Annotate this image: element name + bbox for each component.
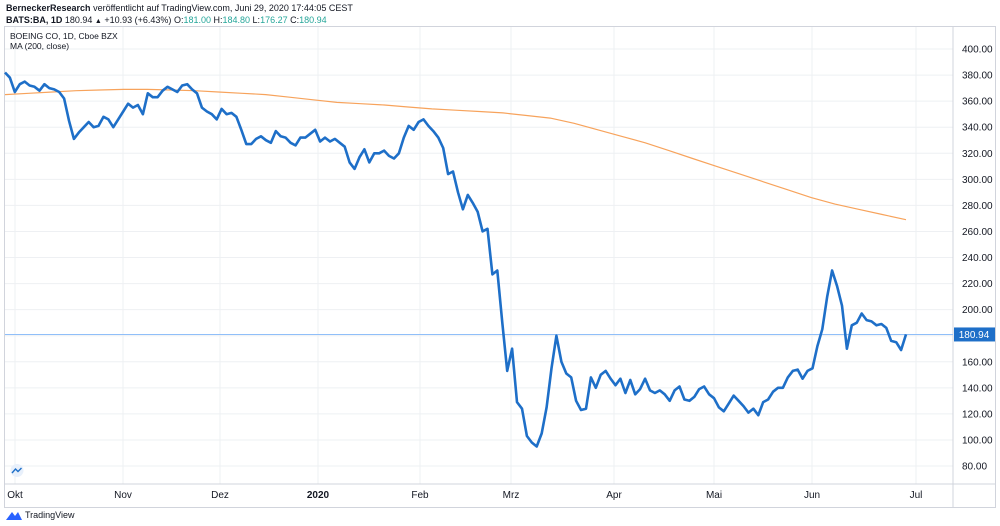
y-tick-label: 200.00 xyxy=(962,305,993,316)
y-tick-label: 360.00 xyxy=(962,97,993,108)
y-tick-label: 80.00 xyxy=(962,462,987,473)
y-tick-label: 280.00 xyxy=(962,201,993,212)
ma-200-line[interactable] xyxy=(4,88,907,221)
open-value: 181.00 xyxy=(183,15,211,25)
x-tick-label: Dez xyxy=(211,490,229,501)
price-line[interactable] xyxy=(4,71,908,448)
x-axis[interactable]: Okt Nov Dez 2020 Feb Mrz Apr Mai Jun Jul xyxy=(7,490,922,501)
publisher-name: BerneckerResearch xyxy=(6,3,91,13)
y-tick-label: 220.00 xyxy=(962,279,993,290)
x-tick-label: Okt xyxy=(7,490,23,501)
open-key: O: xyxy=(173,15,184,25)
close-key: C: xyxy=(290,15,300,25)
y-tick-label: 380.00 xyxy=(962,71,993,82)
publish-info: BerneckerResearch veröffentlicht auf Tra… xyxy=(6,3,353,13)
high-key: H: xyxy=(213,15,223,25)
last-price: 180.94 xyxy=(64,15,93,25)
change-up-icon: ▲ xyxy=(94,18,102,25)
x-tick-label: Apr xyxy=(606,490,622,501)
price-change: +10.93 (+6.43%) xyxy=(104,15,172,25)
symbol-info-bar: BATS:BA, 1D 180.94 ▲ +10.93 (+6.43%) O:1… xyxy=(6,15,327,25)
y-tick-label: 140.00 xyxy=(962,383,993,394)
x-tick-label: Mai xyxy=(706,490,722,501)
y-tick-label: 100.00 xyxy=(962,435,993,446)
y-axis[interactable]: 400.00 380.00 360.00 340.00 320.00 300.00 280.… xyxy=(962,45,993,473)
last-price-tag-label: 180.94 xyxy=(959,330,990,341)
last-price-tag-bg xyxy=(954,327,995,342)
symbol-label: BATS:BA, 1D xyxy=(6,15,63,25)
y-tick-label: 260.00 xyxy=(962,227,993,238)
y-tick-label: 160.00 xyxy=(962,357,993,368)
last-price-tag: 180.94 xyxy=(954,327,995,342)
x-tick-label: Jun xyxy=(804,490,820,501)
x-tick-label: Jul xyxy=(910,490,923,501)
footer-branding[interactable]: TradingView xyxy=(6,510,75,520)
y-tick-label: 120.00 xyxy=(962,409,993,420)
y-tick-label: 320.00 xyxy=(962,149,993,160)
footer-brand-label: TradingView xyxy=(25,510,75,520)
legend-instrument[interactable]: BOEING CO, 1D, Cboe BZX xyxy=(10,31,118,41)
tradingview-watermark-icon xyxy=(10,464,24,477)
low-value: 176.27 xyxy=(260,15,288,25)
grid xyxy=(5,27,953,484)
x-tick-label: 2020 xyxy=(307,490,330,501)
x-tick-label: Feb xyxy=(411,490,429,501)
y-tick-label: 400.00 xyxy=(962,45,993,56)
tradingview-logo-icon xyxy=(6,512,22,520)
x-tick-label: Mrz xyxy=(503,490,520,501)
chart-frame xyxy=(4,26,996,508)
legend-indicator[interactable]: MA (200, close) xyxy=(10,41,70,51)
y-tick-label: 340.00 xyxy=(962,123,993,134)
x-tick-label: Nov xyxy=(114,490,132,501)
low-key: L: xyxy=(252,15,261,25)
high-value: 184.80 xyxy=(222,15,251,25)
y-tick-label: 240.00 xyxy=(962,253,993,264)
y-tick-label: 300.00 xyxy=(962,175,993,186)
publish-text: veröffentlicht auf TradingView.com, Juni… xyxy=(93,3,353,13)
close-value: 180.94 xyxy=(299,15,327,25)
